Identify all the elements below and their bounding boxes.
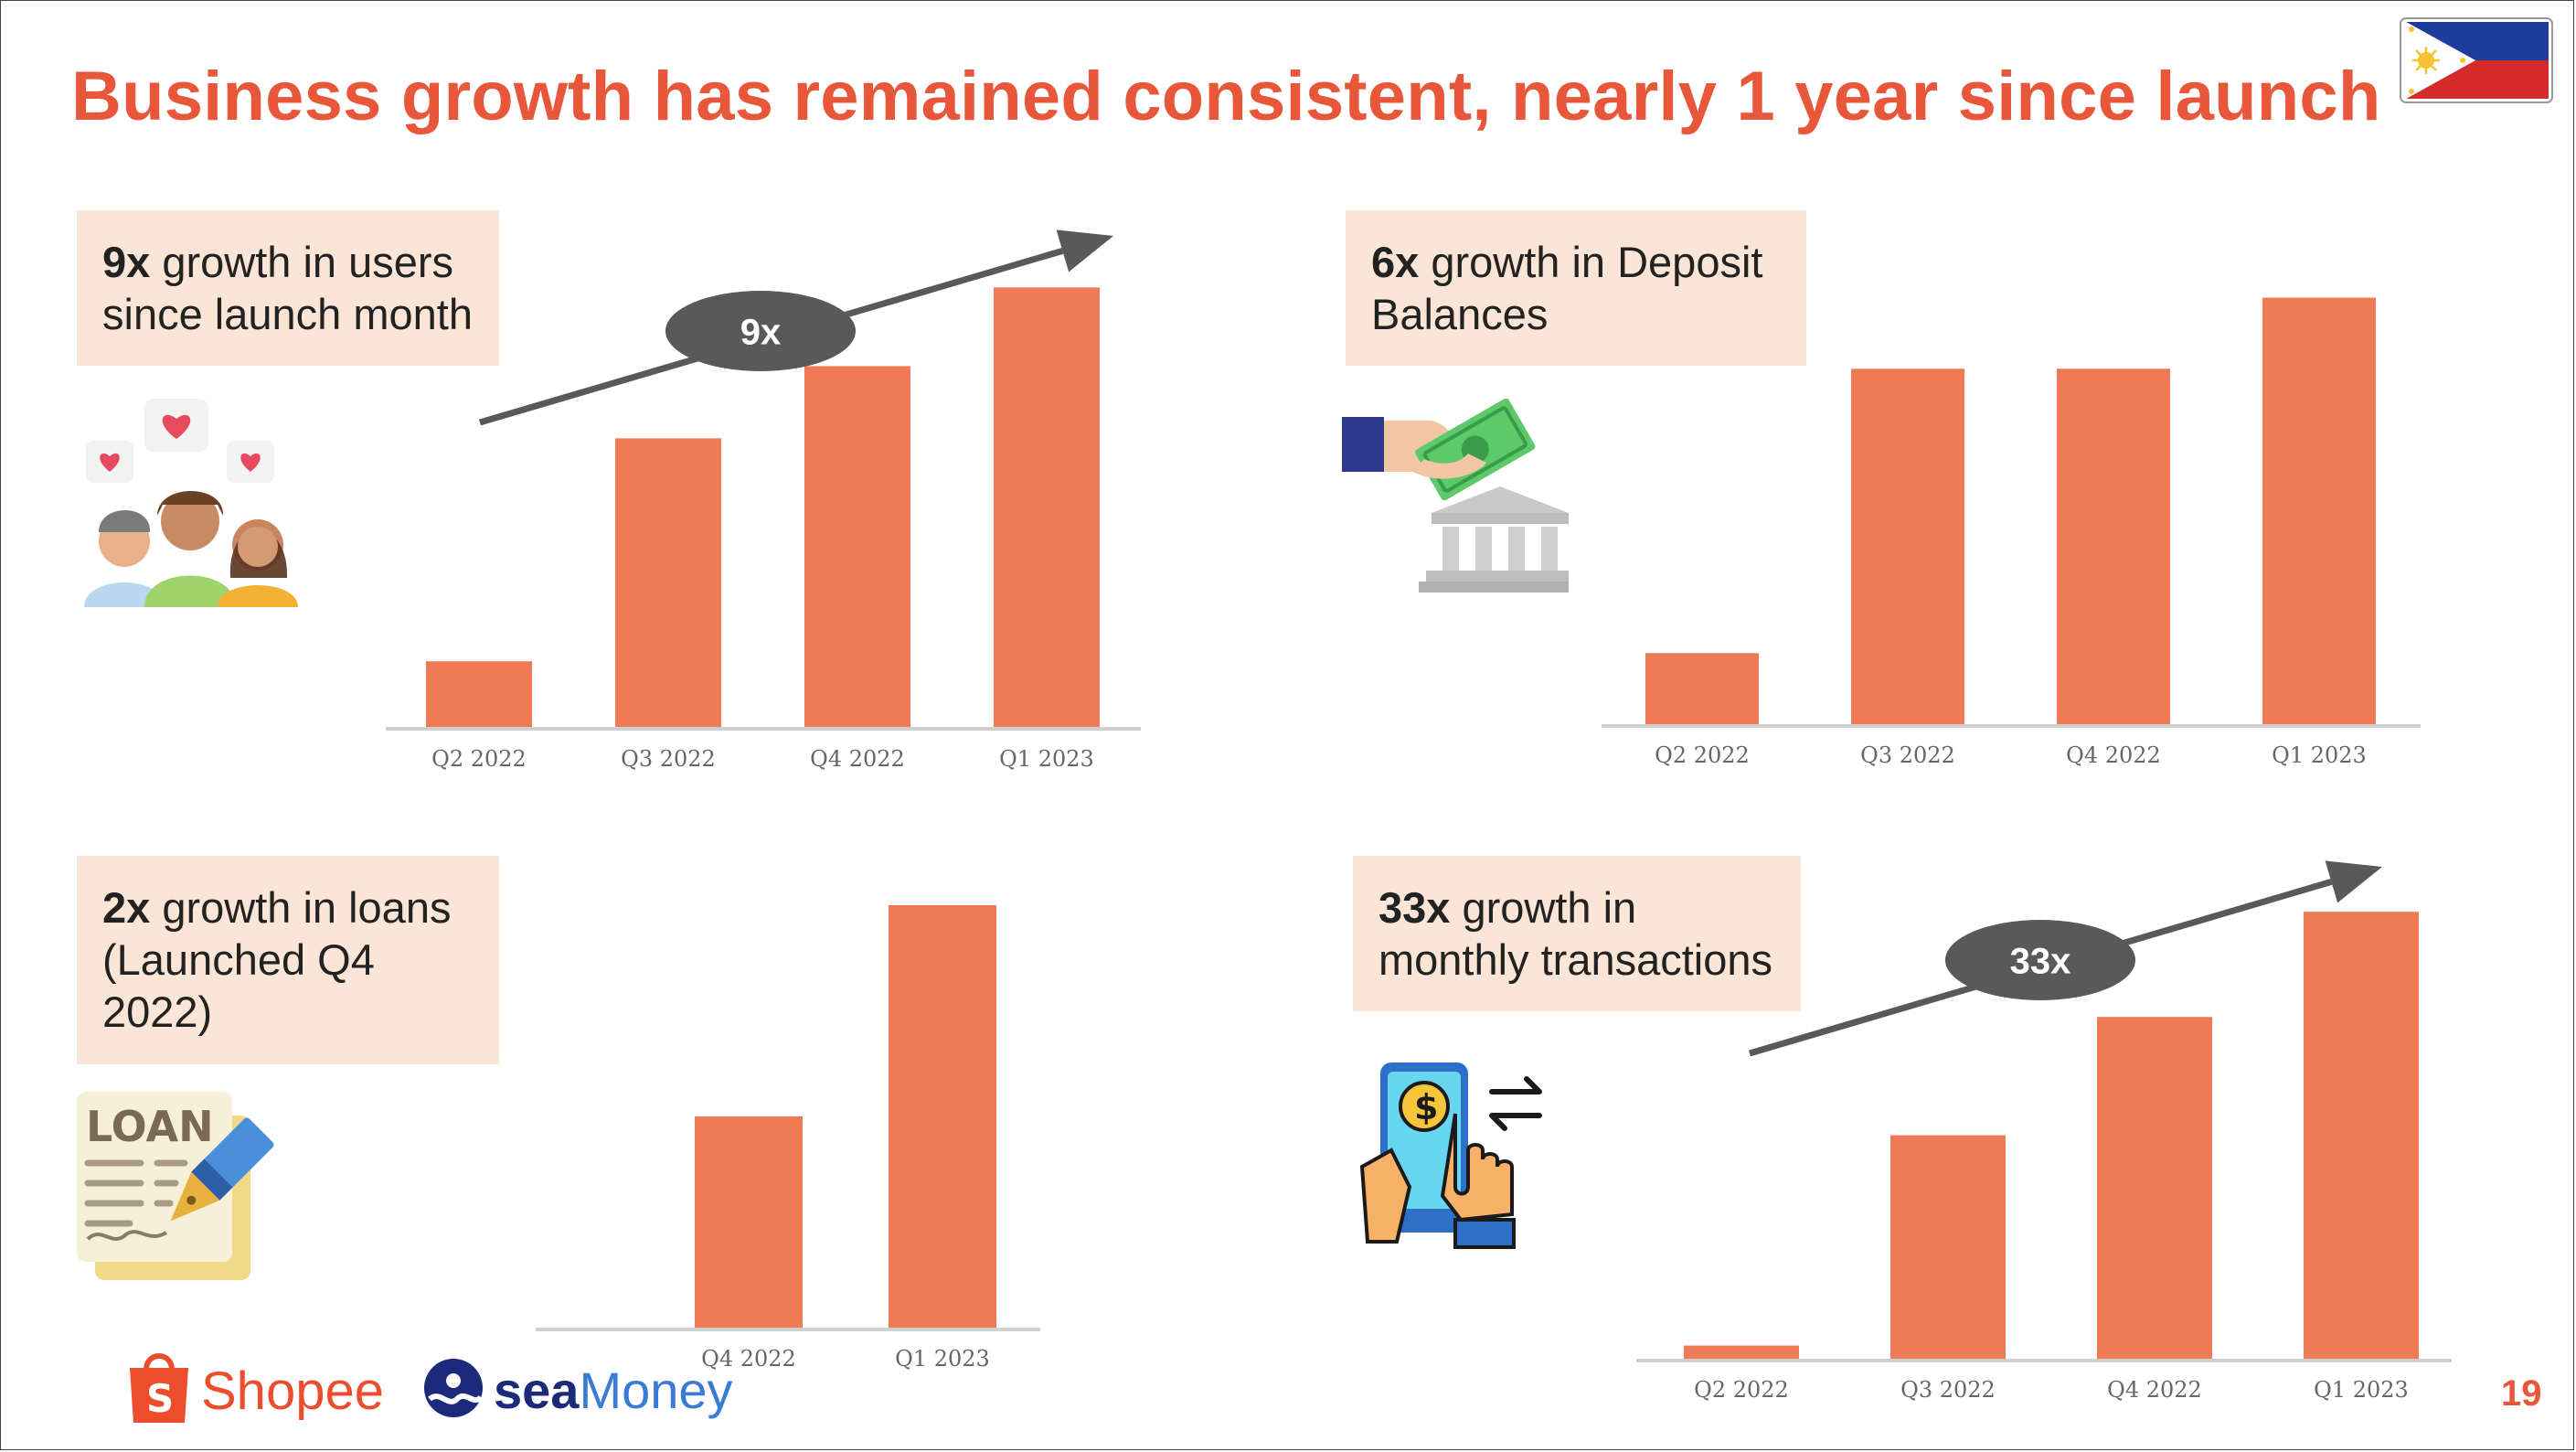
transactions-chart: Q2 2022 Q3 2022 Q4 2022 Q1 2023 33x — [1627, 841, 2468, 1417]
deposits-bar-3 — [2262, 297, 2376, 724]
svg-text:LOAN: LOAN — [86, 1102, 214, 1151]
deposits-tick-label-1: Q3 2022 — [1860, 742, 1955, 768]
users-growth-multiple: 9x — [102, 238, 151, 286]
loans-growth-multiple: 2x — [102, 883, 151, 932]
users-tick-label-1: Q3 2022 — [621, 746, 716, 772]
transactions-tick-label-1: Q3 2022 — [1900, 1377, 1996, 1403]
sea-wordmark: sea — [494, 1361, 580, 1419]
deposits-bar-1 — [1851, 368, 1964, 724]
users-growth-pill — [665, 291, 856, 371]
deposits-bar-2 — [2057, 368, 2170, 724]
users-tick-label-3: Q1 2023 — [999, 746, 1094, 772]
users-bar-1 — [615, 438, 721, 727]
deposits-callout: 6x growth in Deposit Balances — [1346, 210, 1806, 366]
page-number: 19 — [2501, 1373, 2542, 1414]
svg-text:$: $ — [1414, 1087, 1438, 1127]
loans-tick-label-0: Q4 2022 — [701, 1346, 796, 1372]
transactions-bar-3 — [2304, 912, 2419, 1359]
transactions-growth-multiple: 33x — [1378, 883, 1451, 932]
money-wordmark: Money — [579, 1361, 733, 1419]
people-hearts-icon — [84, 399, 298, 607]
transactions-bar-1 — [1890, 1135, 2006, 1359]
deposits-tick-label-2: Q4 2022 — [2066, 742, 2161, 768]
bank-deposit-icon — [1342, 399, 1569, 593]
transactions-bar-2 — [2097, 1017, 2212, 1359]
users-tick-label-0: Q2 2022 — [431, 746, 527, 772]
users-bar-3 — [994, 287, 1100, 727]
users-growth-text: growth in users since launch month — [102, 238, 473, 338]
transactions-callout: 33x growth in monthly transactions — [1353, 856, 1801, 1011]
transactions-growth-pill — [1945, 920, 2135, 1000]
shopee-bag-icon: S — [130, 1353, 188, 1423]
users-tick-label-2: Q4 2022 — [810, 746, 905, 772]
transactions-tick-label-3: Q1 2023 — [2314, 1377, 2409, 1403]
deposits-tick-label-3: Q1 2023 — [2272, 742, 2367, 768]
users-bar-0 — [426, 661, 532, 727]
loans-chart: Q4 2022 Q1 2023 — [530, 896, 1051, 1390]
loan-document-icon: LOAN — [77, 1092, 274, 1280]
deposits-tick-label-0: Q2 2022 — [1655, 742, 1750, 768]
users-bar-2 — [804, 366, 910, 727]
deposits-bar-0 — [1645, 653, 1759, 724]
loans-bar-0 — [695, 1116, 803, 1328]
loans-bar-1 — [889, 905, 996, 1328]
seamoney-logo-icon — [424, 1359, 484, 1417]
transactions-tick-label-0: Q2 2022 — [1694, 1377, 1789, 1403]
users-callout: 9x growth in users since launch month — [77, 210, 499, 366]
transactions-tick-label-2: Q4 2022 — [2107, 1377, 2202, 1403]
philippines-flag-icon — [2400, 17, 2553, 103]
users-growth-label: 9x — [740, 312, 782, 352]
deposits-growth-multiple: 6x — [1371, 238, 1420, 286]
shopee-logo-text: Shopee — [201, 1361, 384, 1421]
loans-growth-text: growth in loans (Launched Q4 2022) — [102, 883, 452, 1036]
loans-callout: 2x growth in loans (Launched Q4 2022) — [77, 856, 499, 1064]
transactions-growth-text: growth in monthly transactions — [1378, 883, 1773, 984]
users-chart: Q2 2022 Q3 2022 Q4 2022 Q1 2023 9x — [375, 210, 1152, 795]
deposits-chart: Q2 2022 Q3 2022 Q4 2022 Q1 2023 — [1591, 274, 2432, 786]
transactions-growth-label: 33x — [2010, 941, 2071, 981]
slide-title: Business growth has remained consistent,… — [71, 58, 2381, 135]
transactions-bar-0 — [1684, 1345, 1799, 1359]
deposits-growth-text: growth in Deposit Balances — [1371, 238, 1763, 338]
mobile-payment-icon: $ — [1360, 1062, 1542, 1249]
svg-text:S: S — [146, 1376, 174, 1421]
transactions-growth-arrow-head — [2325, 860, 2382, 903]
loans-tick-label-1: Q1 2023 — [895, 1346, 990, 1372]
users-growth-arrow-head — [1056, 230, 1113, 272]
seamoney-logo-text: seaMoney — [494, 1361, 733, 1420]
